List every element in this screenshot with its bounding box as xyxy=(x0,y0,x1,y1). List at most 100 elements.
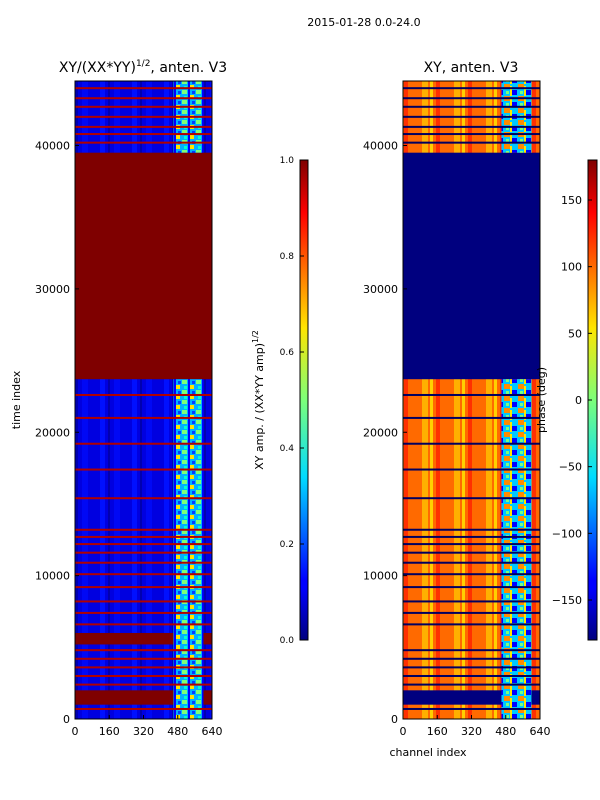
right-colorbar-tick-label: 0 xyxy=(575,394,582,407)
right-x-axis: 0 160 320 480 640 xyxy=(400,715,551,738)
left-rfi-line xyxy=(75,125,212,128)
left-rfi-line xyxy=(75,674,212,677)
left-y-axis-label: time index xyxy=(10,370,23,429)
right-rfi-line xyxy=(403,683,540,686)
right-rfi-line xyxy=(403,649,540,652)
right-colorbar-label: phase (deg) xyxy=(535,367,548,433)
figure-suptitle: 2015-01-28 0.0-24.0 xyxy=(307,16,420,29)
left-colorbar-tick-label: 0.6 xyxy=(280,348,295,358)
left-colorbar-tick-label: 0.4 xyxy=(280,444,295,454)
left-rfi-line xyxy=(75,551,212,554)
left-heatmap-noise-band xyxy=(173,379,204,719)
left-colorbar-tick-label: 0.0 xyxy=(280,636,295,646)
right-colorbar-tick-label: 150 xyxy=(561,194,582,207)
shared-x-axis-label: channel index xyxy=(389,746,467,759)
left-rfi-line xyxy=(75,666,212,669)
left-x-tick-label: 480 xyxy=(167,725,188,738)
left-rfi-line xyxy=(75,683,212,686)
right-colorbar-tick-label: −150 xyxy=(552,594,582,607)
right-rfi-line xyxy=(403,393,540,396)
left-rfi-line xyxy=(75,97,212,100)
right-x-tick-label: 480 xyxy=(495,725,516,738)
left-colorbar: 0.0 0.2 0.4 0.6 0.8 1.0 XY amp. / (XX*YY amp)… xyxy=(251,156,309,646)
right-rfi-line xyxy=(403,105,540,108)
left-rfi-line xyxy=(75,600,212,603)
left-colorbar-tick-label: 0.8 xyxy=(280,252,295,262)
right-x-tick-label: 160 xyxy=(427,725,448,738)
left-x-tick-label: 160 xyxy=(99,725,120,738)
left-rfi-line xyxy=(75,561,212,564)
left-heatmap-rfi-lines xyxy=(75,87,212,710)
left-colorbar-tick-label: 0.2 xyxy=(280,540,294,550)
left-rfi-line xyxy=(75,115,212,118)
left-x-tick-label: 0 xyxy=(72,725,79,738)
left-y-axis: 0 10000 20000 30000 40000 xyxy=(35,140,79,726)
right-rfi-line xyxy=(403,115,540,118)
right-rfi-line xyxy=(403,666,540,669)
right-y-tick-label: 40000 xyxy=(363,140,398,153)
left-rfi-line xyxy=(75,611,212,614)
left-colorbar-gradient xyxy=(299,159,309,641)
left-rfi-line xyxy=(75,468,212,471)
right-rfi-line xyxy=(403,586,540,589)
right-rfi-line xyxy=(403,611,540,614)
left-heatmap-band xyxy=(75,632,212,645)
left-rfi-line xyxy=(75,141,212,144)
left-heatmap-band xyxy=(75,152,212,380)
left-rfi-line xyxy=(75,543,212,546)
right-rfi-line xyxy=(403,468,540,471)
left-x-axis: 0 160 320 480 640 xyxy=(72,715,223,738)
right-rfi-line xyxy=(403,87,540,90)
left-rfi-line xyxy=(75,535,212,538)
left-y-tick-label: 40000 xyxy=(35,140,70,153)
left-rfi-line xyxy=(75,657,212,660)
right-rfi-line xyxy=(403,442,540,445)
right-rfi-line xyxy=(403,674,540,677)
right-colorbar-ticks: 150 100 50 0 −50 −100 −150 xyxy=(552,194,592,607)
right-rfi-line xyxy=(403,600,540,603)
left-y-tick-label: 30000 xyxy=(35,283,70,296)
right-rfi-line xyxy=(403,535,540,538)
right-heatmap-rfi-lines xyxy=(403,87,540,710)
right-rfi-line xyxy=(403,125,540,128)
right-heatmap-band xyxy=(403,152,540,380)
left-rfi-line xyxy=(75,573,212,576)
left-heatmap xyxy=(74,80,213,720)
right-colorbar-tick-label: 50 xyxy=(568,327,582,340)
left-rfi-line xyxy=(75,416,212,419)
right-y-tick-label: 30000 xyxy=(363,283,398,296)
right-y-tick-label: 0 xyxy=(391,713,398,726)
right-colorbar: 150 100 50 0 −50 −100 −150 phase (deg) xyxy=(535,159,598,641)
right-colorbar-tick-label: −100 xyxy=(552,527,582,540)
left-rfi-line xyxy=(75,528,212,531)
right-rfi-line xyxy=(403,561,540,564)
right-rfi-line xyxy=(403,133,540,136)
right-rfi-line xyxy=(403,497,540,500)
left-x-tick-label: 320 xyxy=(133,725,154,738)
left-y-tick-label: 20000 xyxy=(35,426,70,439)
right-rfi-line xyxy=(403,707,540,710)
left-rfi-line xyxy=(75,105,212,108)
right-x-tick-label: 0 xyxy=(400,725,407,738)
right-colorbar-tick-label: −50 xyxy=(559,461,582,474)
right-rfi-line xyxy=(403,657,540,660)
right-colorbar-tick-label: 100 xyxy=(561,261,582,274)
right-rfi-line xyxy=(403,551,540,554)
right-rfi-line xyxy=(403,623,540,626)
left-rfi-line xyxy=(75,623,212,626)
left-rfi-line xyxy=(75,649,212,652)
right-rfi-line xyxy=(403,528,540,531)
left-rfi-line xyxy=(75,586,212,589)
right-panel: XY, anten. V3 0 160 320 480 640 0 10000 20000 3… xyxy=(363,60,551,759)
right-y-tick-label: 20000 xyxy=(363,426,398,439)
right-heatmap xyxy=(402,80,541,720)
right-rfi-line xyxy=(403,416,540,419)
right-x-tick-label: 320 xyxy=(461,725,482,738)
right-rfi-line xyxy=(403,543,540,546)
left-colorbar-tick-label: 1.0 xyxy=(280,156,295,166)
left-panel: XY/(XX*YY)1/2, anten. V3 0 160 320 480 640 0… xyxy=(10,59,227,738)
left-y-tick-label: 0 xyxy=(63,713,70,726)
left-rfi-line xyxy=(75,133,212,136)
left-rfi-line xyxy=(75,497,212,500)
